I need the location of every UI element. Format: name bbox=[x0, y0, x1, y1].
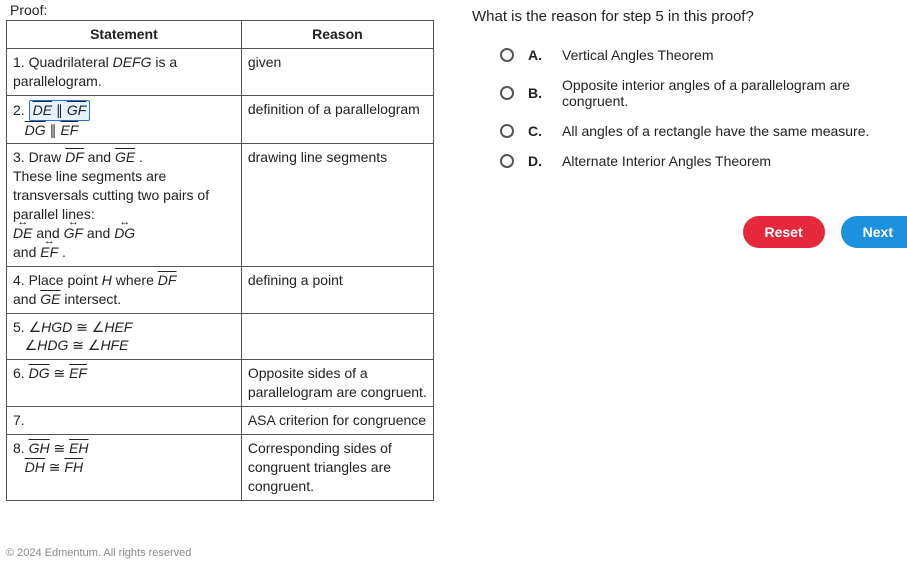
proof-tbody: 1. Quadrilateral DEFG is a parallelogram… bbox=[7, 48, 434, 500]
radio-option-c[interactable] bbox=[500, 124, 514, 138]
proof-label: Proof: bbox=[10, 2, 434, 18]
option-letter: C. bbox=[528, 123, 548, 139]
reason-cell: given bbox=[241, 48, 433, 95]
reason-cell: defining a point bbox=[241, 266, 433, 313]
table-row: 2. DE ∥ GF DG ∥ EFdefinition of a parall… bbox=[7, 95, 434, 144]
option-letter: A. bbox=[528, 47, 548, 63]
table-row: 6. DG ≅ EFOpposite sides of a parallelog… bbox=[7, 360, 434, 407]
table-row: 1. Quadrilateral DEFG is a parallelogram… bbox=[7, 48, 434, 95]
next-button[interactable]: Next bbox=[841, 216, 907, 248]
statement-cell: 4. Place point H where DF and GE interse… bbox=[7, 266, 242, 313]
reason-cell: Opposite sides of a parallelogram are co… bbox=[241, 360, 433, 407]
reason-cell: ASA criterion for congruence bbox=[241, 407, 433, 435]
statement-cell: 3. Draw DF and GE .These line segments a… bbox=[7, 144, 242, 266]
reason-cell: drawing line segments bbox=[241, 144, 433, 266]
option-text: Opposite interior angles of a parallelog… bbox=[562, 77, 907, 109]
statement-cell: 2. DE ∥ GF DG ∥ EF bbox=[7, 95, 242, 144]
button-row: Reset Next bbox=[743, 216, 907, 248]
question-text: What is the reason for step 5 in this pr… bbox=[472, 8, 907, 25]
proof-table: Statement Reason 1. Quadrilateral DEFG i… bbox=[6, 20, 434, 501]
table-row: 4. Place point H where DF and GE interse… bbox=[7, 266, 434, 313]
option-row[interactable]: C. All angles of a rectangle have the sam… bbox=[500, 123, 907, 139]
statement-cell: 8. GH ≅ EH DH ≅ FH bbox=[7, 435, 242, 501]
question-panel: What is the reason for step 5 in this pr… bbox=[440, 0, 907, 561]
option-row[interactable]: A. Vertical Angles Theorem bbox=[500, 47, 907, 63]
table-row: 3. Draw DF and GE .These line segments a… bbox=[7, 144, 434, 266]
options-list: A. Vertical Angles Theorem B. Opposite inte… bbox=[500, 47, 907, 169]
statement-cell: 7. bbox=[7, 407, 242, 435]
option-row[interactable]: B. Opposite interior angles of a parallel… bbox=[500, 77, 907, 109]
radio-option-b[interactable] bbox=[500, 86, 514, 100]
statement-cell: 1. Quadrilateral DEFG is a parallelogram… bbox=[7, 48, 242, 95]
option-row[interactable]: D. Alternate Interior Angles Theorem bbox=[500, 153, 907, 169]
table-row: 7. ASA criterion for congruence bbox=[7, 407, 434, 435]
statement-cell: 6. DG ≅ EF bbox=[7, 360, 242, 407]
header-statement: Statement bbox=[7, 21, 242, 49]
footer-copyright: © 2024 Edmentum. All rights reserved bbox=[6, 547, 191, 559]
table-row: 5. ∠HGD ≅ ∠HEF ∠HDG ≅ ∠HFE bbox=[7, 313, 434, 360]
option-letter: B. bbox=[528, 85, 548, 101]
proof-panel: Proof: Statement Reason 1. Quadrilateral… bbox=[0, 0, 440, 561]
header-reason: Reason bbox=[241, 21, 433, 49]
reason-cell: definition of a parallelogram bbox=[241, 95, 433, 144]
statement-cell: 5. ∠HGD ≅ ∠HEF ∠HDG ≅ ∠HFE bbox=[7, 313, 242, 360]
option-text: All angles of a rectangle have the same … bbox=[562, 123, 907, 139]
reset-button[interactable]: Reset bbox=[743, 216, 825, 248]
table-row: 8. GH ≅ EH DH ≅ FHCorresponding sides of… bbox=[7, 435, 434, 501]
reason-cell bbox=[241, 313, 433, 360]
option-letter: D. bbox=[528, 153, 548, 169]
reason-cell: Corresponding sides of congruent triangl… bbox=[241, 435, 433, 501]
radio-option-a[interactable] bbox=[500, 48, 514, 62]
option-text: Alternate Interior Angles Theorem bbox=[562, 153, 907, 169]
option-text: Vertical Angles Theorem bbox=[562, 47, 907, 63]
radio-option-d[interactable] bbox=[500, 154, 514, 168]
